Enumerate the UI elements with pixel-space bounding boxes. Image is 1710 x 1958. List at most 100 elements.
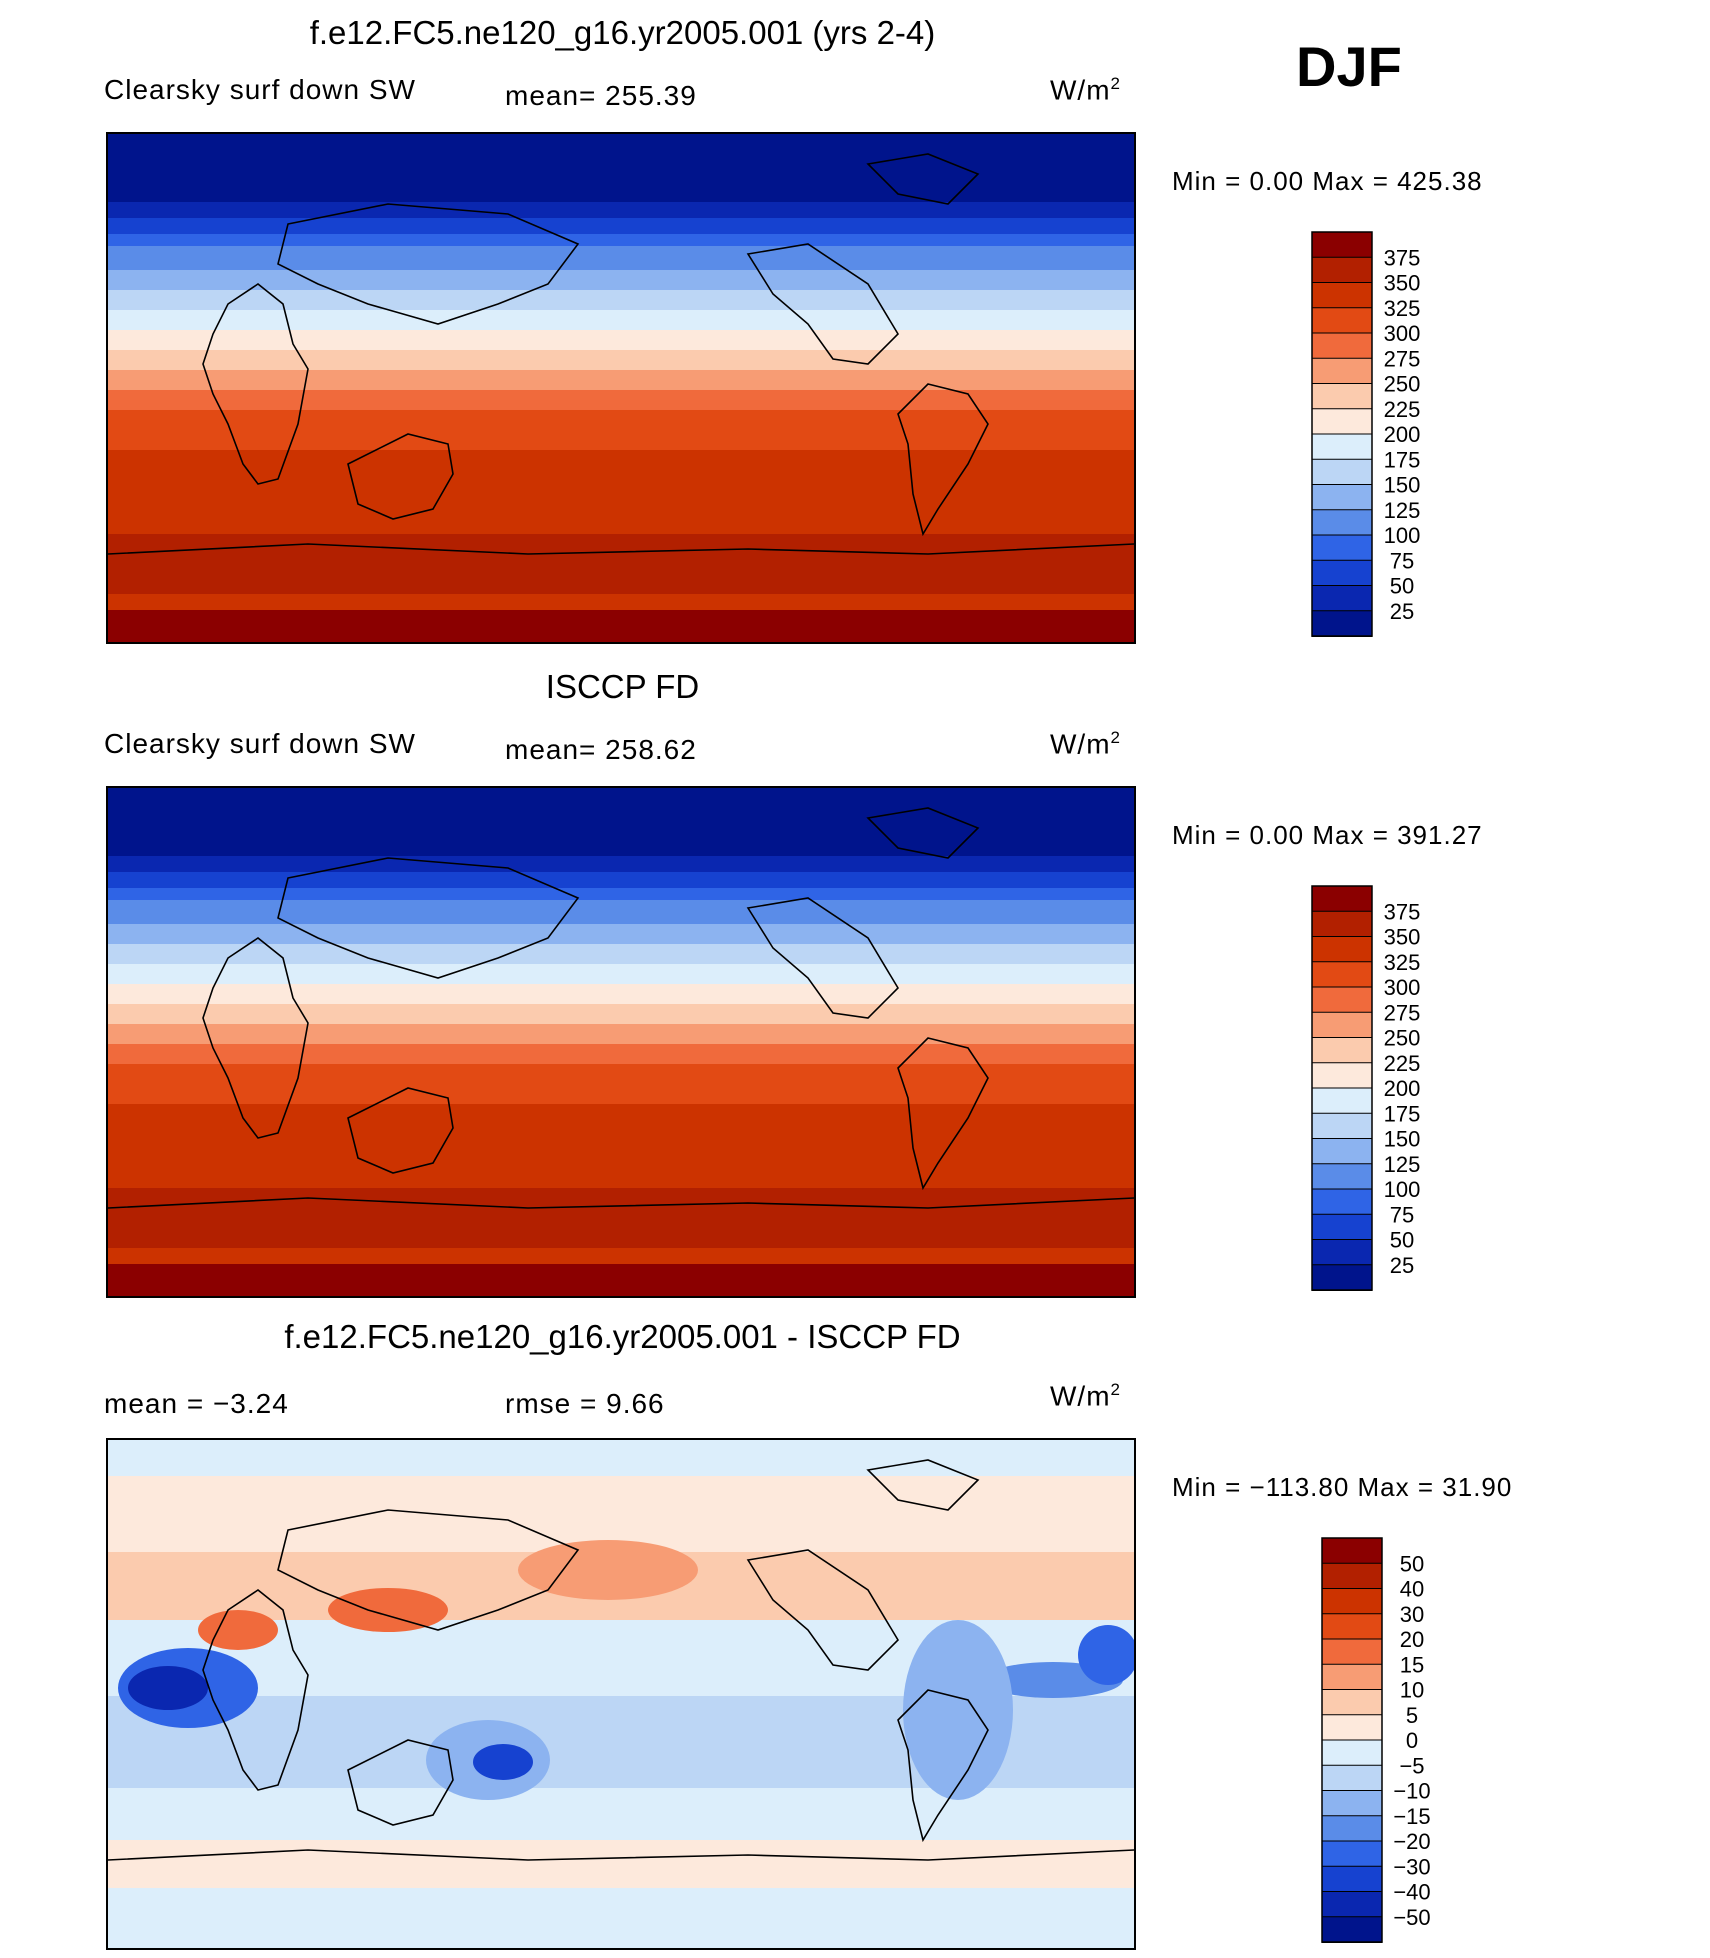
field-band xyxy=(108,366,1134,371)
field-band xyxy=(108,166,1134,171)
field-band xyxy=(108,290,1134,295)
field-band xyxy=(108,138,1134,143)
field-band xyxy=(108,626,1134,631)
field-band xyxy=(108,266,1134,271)
colorbar-obs: 375 350 325 300 275 250 225 200 175 150 125 100 75 50… xyxy=(1311,885,1472,1294)
field-band xyxy=(108,1700,1134,1705)
panel-variable-label-obs: Clearsky surf down SW xyxy=(104,728,416,759)
field-band xyxy=(108,1880,1134,1885)
field-band xyxy=(108,1240,1134,1245)
field-band xyxy=(108,554,1134,559)
field-band xyxy=(108,458,1134,463)
field-band xyxy=(108,1248,1134,1253)
field-band xyxy=(108,1836,1134,1841)
field-band xyxy=(108,1156,1134,1161)
field-anomaly xyxy=(608,1700,728,1780)
colorbar-segment xyxy=(1321,1764,1383,1792)
field-band xyxy=(108,1868,1134,1873)
colorbar-tick-label: 100 xyxy=(1384,523,1421,548)
colorbar-segment xyxy=(1311,458,1373,486)
field-band xyxy=(108,398,1134,403)
field-band xyxy=(108,350,1134,355)
field-band xyxy=(108,1148,1134,1153)
field-band xyxy=(108,788,1134,793)
field-band xyxy=(108,298,1134,303)
field-band xyxy=(108,1056,1134,1061)
field-band xyxy=(108,888,1134,893)
field-band xyxy=(108,1460,1134,1465)
colorbar-segment xyxy=(1321,1663,1383,1691)
field-band xyxy=(108,1124,1134,1129)
field-band xyxy=(108,1504,1134,1509)
field-band xyxy=(108,410,1134,415)
field-band xyxy=(108,896,1134,901)
colorbar-tick-label: 250 xyxy=(1384,372,1421,397)
colorbar-segment xyxy=(1311,1188,1373,1216)
field-band xyxy=(108,574,1134,579)
field-band xyxy=(108,214,1134,219)
field-band xyxy=(108,1512,1134,1517)
field-band xyxy=(108,1072,1134,1077)
field-band xyxy=(108,1652,1134,1657)
field-band xyxy=(108,1480,1134,1485)
field-band xyxy=(108,1664,1134,1669)
field-band xyxy=(108,146,1134,151)
field-band xyxy=(108,848,1134,853)
field-band xyxy=(108,634,1134,639)
field-band xyxy=(108,1896,1134,1901)
field-band xyxy=(108,1144,1134,1149)
field-band xyxy=(108,988,1134,993)
field-band xyxy=(108,1640,1134,1645)
field-band xyxy=(108,470,1134,475)
field-band xyxy=(108,630,1134,635)
panel-rmse-label-diff: rmse = 9.66 xyxy=(505,1388,665,1419)
coastline xyxy=(746,1549,900,1671)
field-band xyxy=(108,1848,1134,1853)
field-band xyxy=(108,1132,1134,1137)
colorbar-segment xyxy=(1311,307,1373,334)
colorbar-tick-label: 125 xyxy=(1384,498,1421,523)
field-band xyxy=(108,482,1134,487)
panel-mean-label-model: mean= 255.39 xyxy=(505,80,697,111)
field-band xyxy=(108,1112,1134,1117)
field-band xyxy=(108,390,1134,395)
field-band xyxy=(108,1152,1134,1157)
coastline xyxy=(347,433,454,520)
field-band xyxy=(108,330,1134,335)
coastline xyxy=(277,1509,580,1631)
field-band xyxy=(108,206,1134,211)
panel-title-obs: ISCCP FD xyxy=(545,668,700,705)
field-band xyxy=(108,1616,1134,1621)
field-band xyxy=(108,498,1134,503)
field-band xyxy=(108,1788,1134,1793)
field-band xyxy=(108,378,1134,383)
field-band xyxy=(108,494,1134,499)
field-band xyxy=(108,1712,1134,1717)
colorbar-frame xyxy=(1311,885,1373,1291)
colorbar-tick-label: −10 xyxy=(1393,1779,1430,1804)
field-band xyxy=(108,1088,1134,1093)
colorbar-segment xyxy=(1311,1213,1373,1241)
field-band xyxy=(108,1196,1134,1201)
field-band xyxy=(108,1276,1134,1281)
field-band xyxy=(108,1920,1134,1925)
field-band xyxy=(108,1232,1134,1237)
field-band xyxy=(108,1520,1134,1525)
colorbar-segment xyxy=(1311,910,1373,938)
field-band xyxy=(108,622,1134,627)
field-band xyxy=(108,1040,1134,1045)
field-band xyxy=(108,606,1134,611)
colorbar-tick-label: 100 xyxy=(1384,1177,1421,1202)
field-band xyxy=(108,976,1134,981)
field-band xyxy=(108,358,1134,363)
field-band xyxy=(108,526,1134,531)
field-band xyxy=(108,1892,1134,1897)
field-band xyxy=(108,1024,1134,1029)
coastline xyxy=(347,1739,454,1826)
field-band xyxy=(108,920,1134,925)
field-band xyxy=(108,1620,1134,1625)
field-band xyxy=(108,1464,1134,1469)
panel-title-diff: f.e12.FC5.ne120_g16.yr2005.001 - ISCCP F… xyxy=(284,1318,961,1355)
field-band xyxy=(108,812,1134,817)
field-band xyxy=(108,1236,1134,1241)
